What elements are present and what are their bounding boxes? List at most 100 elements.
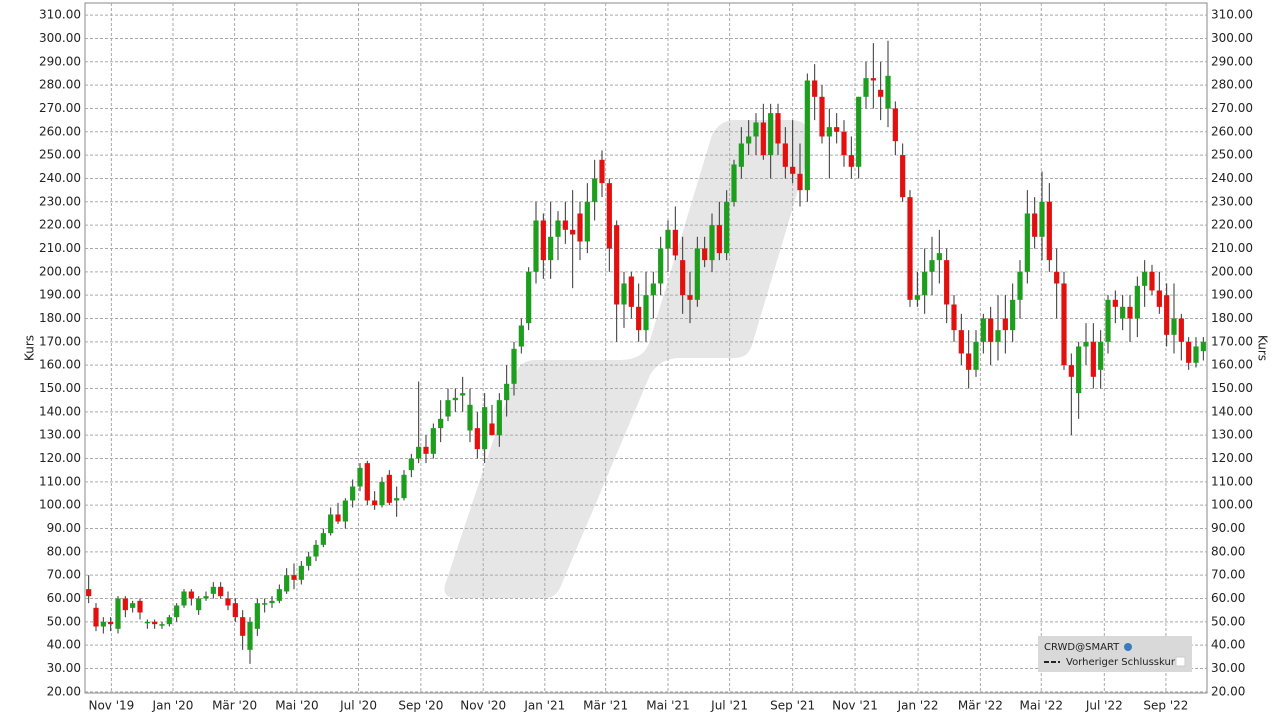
y-tick-label: 270.00 — [39, 101, 81, 115]
y-tick-label: 120.00 — [39, 451, 81, 465]
candle-body — [980, 318, 986, 342]
candle-body — [958, 330, 964, 354]
candle-body — [1083, 341, 1089, 347]
candle-body — [834, 127, 840, 132]
candle-body — [995, 330, 1001, 342]
candle-body — [1032, 213, 1038, 237]
candle-body — [680, 260, 686, 296]
candle-body — [841, 131, 847, 156]
candle-body — [93, 607, 99, 627]
candle-body — [760, 122, 766, 156]
x-tick-label: Sep '21 — [770, 699, 815, 713]
y2-tick-label: 140.00 — [1211, 404, 1253, 418]
y-tick-label: 260.00 — [39, 124, 81, 138]
x-tick-label: Mär '20 — [212, 699, 257, 713]
candle-body — [790, 166, 796, 174]
y2-tick-label: 160.00 — [1211, 358, 1253, 372]
candle-body — [951, 304, 957, 331]
y-tick-label: 110.00 — [39, 474, 81, 488]
candle-body — [562, 220, 568, 230]
candle-body — [907, 197, 913, 300]
plot-frame — [84, 2, 1208, 694]
y-tick-label: 130.00 — [39, 428, 81, 442]
candle-body — [1164, 295, 1170, 335]
y-tick-label: 30.00 — [47, 661, 81, 675]
x-tick-label: Jul '21 — [710, 699, 748, 713]
y-axis-title: Kurs — [23, 335, 37, 361]
candle-body — [878, 89, 884, 97]
candle-body — [650, 283, 656, 296]
candle-body — [1076, 346, 1082, 394]
legend-checkbox[interactable] — [1175, 656, 1186, 667]
candle-body — [489, 423, 495, 436]
candle-body — [1054, 271, 1060, 284]
candle-body — [819, 96, 825, 137]
y2-tick-label: 30.00 — [1211, 661, 1245, 675]
y2-axis-title: Kurs — [1256, 335, 1270, 361]
candle-body — [335, 514, 341, 522]
candle-body — [672, 229, 678, 256]
candle-body — [1090, 341, 1096, 377]
candle-body — [225, 598, 231, 606]
y2-tick-label: 20.00 — [1211, 684, 1245, 698]
candle-body — [1156, 290, 1162, 307]
candle-body — [298, 565, 304, 580]
candle-body — [540, 220, 546, 261]
y2-tick-label: 310.00 — [1211, 8, 1253, 22]
candle-body — [328, 514, 334, 534]
y-tick-label: 80.00 — [47, 544, 81, 558]
candle-body — [1046, 201, 1052, 261]
y2-tick-label: 40.00 — [1211, 638, 1245, 652]
candle-body — [1098, 341, 1104, 370]
candle-body — [137, 600, 143, 613]
candle-body — [731, 164, 737, 202]
candle-body — [848, 155, 854, 167]
candle-body — [1142, 271, 1148, 286]
legend-entry: Vorheriger Schlusskurs — [1066, 657, 1180, 668]
candle-body — [430, 428, 436, 454]
y2-tick-label: 250.00 — [1211, 148, 1253, 162]
candle-body — [350, 486, 356, 501]
candle-body — [1149, 271, 1155, 291]
y2-tick-label: 70.00 — [1211, 568, 1245, 582]
candle-body — [511, 348, 517, 384]
candle-body — [313, 544, 319, 557]
candle-body — [775, 113, 781, 144]
candle-body — [1171, 318, 1177, 335]
candle-body — [863, 78, 869, 97]
y2-tick-label: 240.00 — [1211, 171, 1253, 185]
candle-body — [379, 481, 385, 506]
candle-body — [577, 213, 583, 242]
candles — [86, 40, 1206, 664]
candle-body — [599, 159, 605, 184]
y-tick-label: 170.00 — [39, 334, 81, 348]
candle-body — [1178, 318, 1184, 342]
candle-body — [320, 533, 326, 545]
candle-body — [357, 467, 363, 487]
candle-body — [306, 556, 312, 566]
x-tick-label: Nov '19 — [88, 699, 134, 713]
candle-body — [482, 407, 488, 450]
grid: 20.00 20.00 30.00 30.00 40.00 40.00 50.00 50.00… — [39, 3, 1253, 713]
x-tick-label: Sep '20 — [398, 699, 443, 713]
y-tick-label: 140.00 — [39, 404, 81, 418]
y-tick-label: 90.00 — [47, 521, 81, 535]
candle-body — [474, 428, 480, 450]
y2-tick-label: 190.00 — [1211, 288, 1253, 302]
y-tick-label: 100.00 — [39, 498, 81, 512]
y2-tick-label: 100.00 — [1211, 498, 1253, 512]
legend-icon — [1124, 643, 1132, 651]
y2-tick-label: 180.00 — [1211, 311, 1253, 325]
candle-body — [746, 136, 752, 144]
candle-body — [929, 260, 935, 272]
x-tick-label: Sep '22 — [1143, 699, 1188, 713]
candle-body — [526, 271, 532, 324]
candle-body — [643, 295, 649, 331]
candle-body — [504, 383, 510, 401]
candle-body — [658, 248, 664, 284]
candle-body — [687, 295, 693, 300]
x-tick-label: Jul '20 — [339, 699, 377, 713]
candle-body — [702, 248, 708, 261]
candle-body — [372, 500, 378, 506]
